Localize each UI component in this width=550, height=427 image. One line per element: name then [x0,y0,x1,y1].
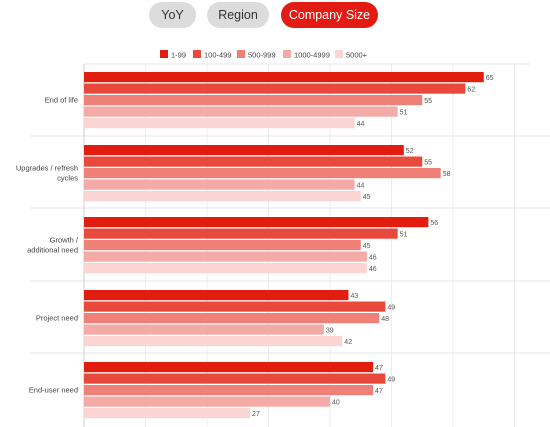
data-label: 56 [430,220,438,227]
legend-swatch [160,50,168,58]
tab-company-size[interactable]: Company Size [281,2,378,28]
data-label: 39 [326,328,334,335]
data-label: 65 [486,75,494,82]
legend-label: 5000+ [346,51,368,60]
bar [84,324,324,335]
data-label: 27 [252,411,260,418]
bar [84,168,441,179]
bar [84,145,404,156]
tab-yoy[interactable]: YoY [149,2,196,28]
bar [84,179,355,190]
bar [84,385,374,396]
bar [84,95,423,106]
legend-swatch [237,50,245,58]
data-label: 46 [369,266,377,273]
bar [84,408,251,419]
data-label: 47 [375,388,383,395]
legend-label: 500-999 [248,51,276,60]
data-label: 45 [363,194,371,201]
tab-region[interactable]: Region [207,2,269,28]
bar [84,118,355,129]
data-label: 49 [387,377,395,384]
data-label: 58 [443,171,451,178]
bar [84,72,484,83]
category-label: End of life [45,96,78,105]
bar [84,106,398,117]
category-label: Project need [36,314,78,323]
legend-swatch [283,50,291,58]
category-labels: End of life Upgrades / refresh cycles Growt… [16,96,79,395]
data-label: 44 [357,121,365,128]
data-label: 48 [381,316,389,323]
data-label: 51 [400,110,408,117]
chart-legend: 1-99 100-499 500-999 1000-4999 5000+ [160,50,368,60]
category-label: Growth / additional need [27,236,79,255]
bar [84,336,343,347]
legend-swatch [193,50,201,58]
legend-swatch [335,50,343,58]
legend-label: 1000-4999 [294,51,330,60]
data-label: 62 [467,87,475,94]
bar [84,290,349,301]
bar [84,263,367,274]
bar [84,156,423,167]
data-label: 55 [424,160,432,167]
bar [84,313,380,324]
data-label: 42 [344,339,352,346]
bar [84,240,361,251]
filter-tabs: YoY Region Company Size [0,2,550,28]
data-label: 45 [363,243,371,250]
data-label: 47 [375,365,383,372]
data-label: 51 [400,232,408,239]
bar [84,228,398,239]
bar [84,217,429,228]
data-label: 52 [406,148,414,155]
bar [84,362,374,373]
data-label: 44 [357,183,365,190]
data-label: 55 [424,98,432,105]
bar [84,251,367,262]
bar [84,83,466,94]
category-label: End-user need [29,386,78,395]
data-labels: 65 62 55 51 44 52 55 58 44 45 56 51 45 46 46 43 49 48 39 42… [252,75,494,418]
bar [84,396,330,407]
data-label: 43 [350,293,358,300]
legend-label: 100-499 [204,51,232,60]
bar [84,373,386,384]
data-label: 46 [369,255,377,262]
data-label: 49 [387,305,395,312]
chart-bars [84,72,484,419]
bar [84,191,361,202]
data-label: 40 [332,400,340,407]
category-label: Upgrades / refresh cycles [16,164,78,183]
bar [84,301,386,312]
legend-label: 1-99 [171,51,186,60]
